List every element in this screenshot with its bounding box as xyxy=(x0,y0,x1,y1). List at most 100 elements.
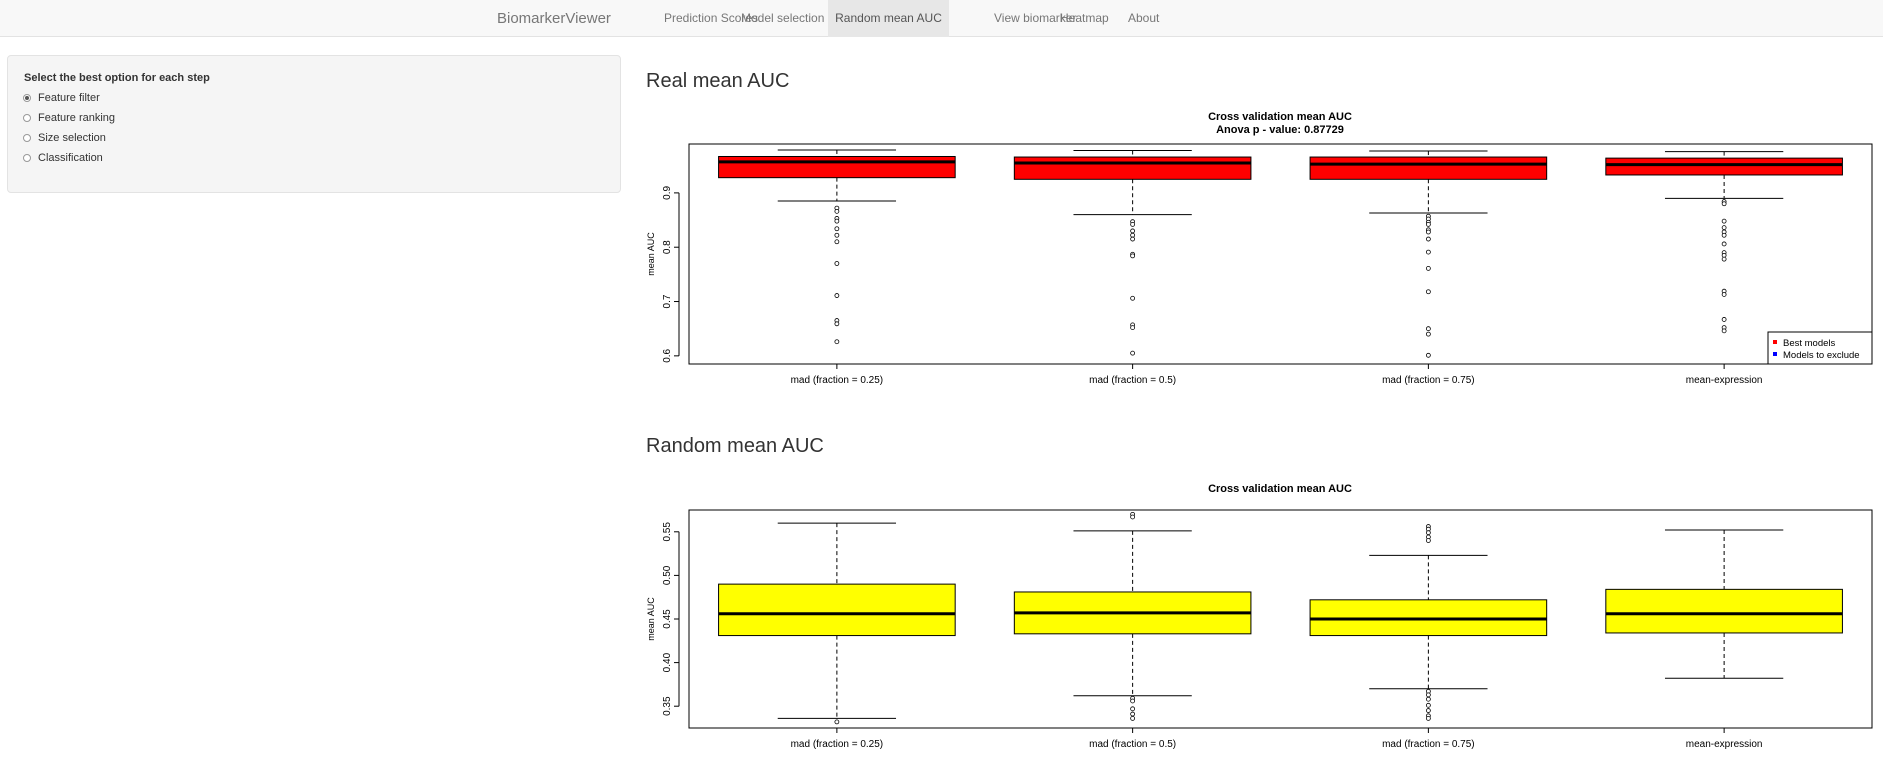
outlier-point xyxy=(1130,698,1136,704)
y-tick-label: 0.50 xyxy=(662,565,673,585)
brand-link[interactable]: BiomarkerViewer xyxy=(497,10,611,27)
outlier-point xyxy=(1721,218,1727,224)
outlier-point xyxy=(1130,711,1136,717)
outlier-point xyxy=(1130,295,1136,301)
chart-title: Cross validation mean AUC xyxy=(1208,111,1352,123)
outlier-point xyxy=(1130,325,1136,331)
outlier-point xyxy=(1130,716,1136,721)
outlier-point xyxy=(1425,236,1431,242)
outlier-point xyxy=(1721,232,1727,238)
radio-button[interactable] xyxy=(23,114,31,122)
radio-label: Feature filter xyxy=(38,92,100,104)
outlier-point xyxy=(834,261,840,266)
outlier-point xyxy=(1130,514,1136,520)
random-auc-heading: Random mean AUC xyxy=(646,435,824,457)
chart-subtitle: Anova p - value: 0.87729 xyxy=(1216,124,1344,136)
outlier-point xyxy=(1425,696,1431,702)
outlier-point xyxy=(834,719,840,725)
outlier-point xyxy=(1721,317,1727,322)
sidebar-title: Select the best option for each step xyxy=(24,72,210,84)
y-tick-label: 0.35 xyxy=(662,696,673,716)
outlier-point xyxy=(1721,225,1727,231)
outlier-point xyxy=(1130,236,1136,242)
outlier-point xyxy=(834,293,840,298)
outlier-point xyxy=(1425,331,1431,337)
box-iqr xyxy=(1605,157,1843,176)
x-tick-label: mad (fraction = 0.5) xyxy=(1089,739,1176,750)
legend-label: Best models xyxy=(1783,338,1836,349)
real-auc-heading: Real mean AUC xyxy=(646,70,790,92)
outlier-point xyxy=(834,208,840,214)
y-tick-label: 0.55 xyxy=(662,522,673,542)
y-tick-label: 0.40 xyxy=(662,652,673,672)
outlier-point xyxy=(1425,221,1431,227)
radio-feature-filter[interactable]: Feature filter xyxy=(23,90,100,106)
y-tick-label: 0.9 xyxy=(662,186,673,200)
radio-classification[interactable]: Classification xyxy=(23,150,103,166)
x-tick-label: mad (fraction = 0.25) xyxy=(791,739,884,750)
box-iqr xyxy=(718,155,956,179)
outlier-point xyxy=(834,239,840,245)
radio-button[interactable] xyxy=(23,134,31,142)
outlier-point xyxy=(1130,350,1136,356)
plot-frame xyxy=(688,509,1873,729)
outlier-point xyxy=(1130,253,1136,259)
radio-size-selection[interactable]: Size selection xyxy=(23,130,106,146)
sidebar-panel: Select the best option for each step Fea… xyxy=(7,55,621,193)
x-tick-label: mean-expression xyxy=(1686,375,1763,386)
tab-about[interactable]: About xyxy=(1128,11,1160,25)
tab-random-mean-auc[interactable]: Random mean AUC xyxy=(828,0,949,37)
outlier-point xyxy=(1425,692,1431,698)
outlier-point xyxy=(834,226,840,232)
x-tick-label: mean-expression xyxy=(1686,739,1763,750)
outlier-point xyxy=(1425,352,1431,358)
radio-button[interactable] xyxy=(23,154,31,162)
box-iqr xyxy=(1013,156,1252,180)
outlier-point xyxy=(1130,228,1136,234)
outlier-point xyxy=(834,232,840,238)
radio-button[interactable] xyxy=(23,94,31,102)
outlier-point xyxy=(1425,326,1431,332)
x-tick-label: mad (fraction = 0.75) xyxy=(1382,375,1475,386)
y-axis-label: mean AUC xyxy=(646,597,656,641)
y-tick-label: 0.8 xyxy=(662,240,673,254)
outlier-point xyxy=(1425,289,1431,295)
outlier-point xyxy=(1425,538,1431,543)
outlier-point xyxy=(1721,241,1727,247)
tab-view-biomarker[interactable]: View biomarker xyxy=(994,11,1077,25)
outlier-point xyxy=(834,218,840,224)
outlier-point xyxy=(834,339,840,345)
outlier-point xyxy=(1130,232,1136,238)
y-tick-label: 0.45 xyxy=(662,609,673,629)
legend-swatch xyxy=(1773,340,1777,344)
radio-feature-ranking[interactable]: Feature ranking xyxy=(23,110,115,126)
plot-frame xyxy=(688,143,1873,365)
box-iqr xyxy=(718,583,956,637)
outlier-point xyxy=(1425,702,1431,708)
radio-label: Feature ranking xyxy=(38,112,116,124)
box-iqr xyxy=(1309,156,1548,180)
outlier-point xyxy=(1425,530,1431,536)
x-tick-label: mad (fraction = 0.75) xyxy=(1382,739,1475,750)
radio-label: Classification xyxy=(38,152,103,164)
y-tick-label: 0.6 xyxy=(662,348,673,362)
chart-title: Cross validation mean AUC xyxy=(1208,483,1352,495)
tab-heatmap[interactable]: Heatmap xyxy=(1060,11,1109,25)
tab-prediction-scores[interactable]: Prediction Scores xyxy=(664,11,759,25)
tab-model-selection[interactable]: Model selection xyxy=(741,11,825,25)
random-auc-boxplot: Cross validation mean AUC 0.35 0.40 0.45 0.5… xyxy=(646,483,1873,750)
outlier-point xyxy=(1130,706,1136,712)
radio-label: Size selection xyxy=(38,132,106,144)
x-tick-label: mad (fraction = 0.5) xyxy=(1089,375,1176,386)
outlier-point xyxy=(1130,221,1136,227)
y-tick-label: 0.7 xyxy=(662,294,673,308)
outlier-point xyxy=(1721,201,1727,207)
outlier-point xyxy=(1721,328,1727,334)
top-navbar: BiomarkerViewer Prediction Scores Model … xyxy=(0,0,1883,37)
outlier-point xyxy=(1425,249,1431,255)
outlier-point xyxy=(1425,265,1431,271)
outlier-point xyxy=(1425,708,1431,713)
legend-box xyxy=(1767,331,1873,365)
outlier-point xyxy=(1721,252,1727,258)
